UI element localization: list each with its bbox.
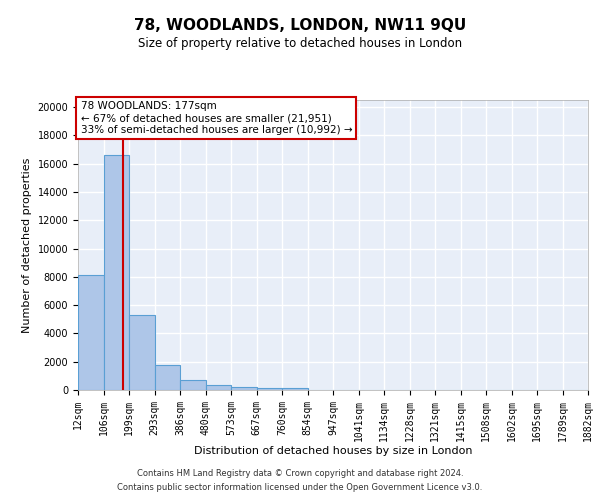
Bar <box>257 388 282 390</box>
Bar <box>231 387 257 390</box>
Bar <box>282 388 308 390</box>
Bar <box>180 380 206 390</box>
Bar <box>206 386 231 390</box>
Bar <box>129 315 155 390</box>
X-axis label: Distribution of detached houses by size in London: Distribution of detached houses by size … <box>194 446 472 456</box>
Text: Contains HM Land Registry data © Crown copyright and database right 2024.: Contains HM Land Registry data © Crown c… <box>137 468 463 477</box>
Y-axis label: Number of detached properties: Number of detached properties <box>22 158 32 332</box>
Text: 78 WOODLANDS: 177sqm
← 67% of detached houses are smaller (21,951)
33% of semi-d: 78 WOODLANDS: 177sqm ← 67% of detached h… <box>80 102 352 134</box>
Text: Size of property relative to detached houses in London: Size of property relative to detached ho… <box>138 38 462 51</box>
Bar <box>155 365 180 390</box>
Bar <box>104 155 129 390</box>
Text: Contains public sector information licensed under the Open Government Licence v3: Contains public sector information licen… <box>118 484 482 492</box>
Bar <box>78 276 104 390</box>
Text: 78, WOODLANDS, LONDON, NW11 9QU: 78, WOODLANDS, LONDON, NW11 9QU <box>134 18 466 32</box>
